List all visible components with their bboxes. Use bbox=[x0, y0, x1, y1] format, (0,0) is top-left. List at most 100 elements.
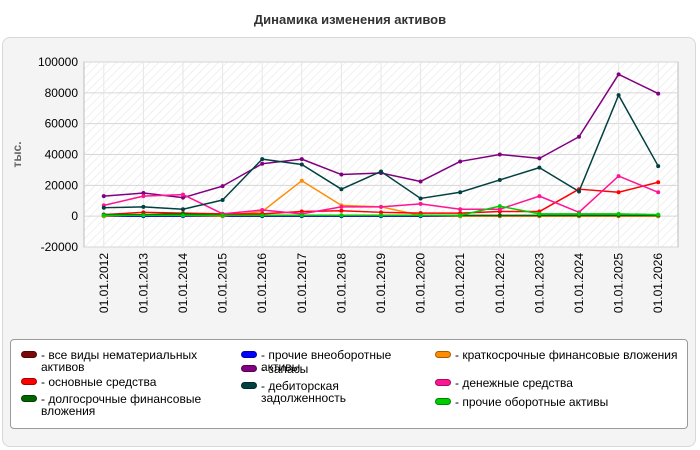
legend-swatch bbox=[435, 351, 451, 358]
data-point bbox=[497, 177, 502, 182]
legend-swatch bbox=[435, 379, 451, 386]
x-tick-label: 01.01.2019 bbox=[374, 253, 388, 313]
legend-swatch bbox=[241, 365, 257, 372]
legend-label: - запасы bbox=[261, 362, 309, 376]
data-point bbox=[339, 208, 344, 213]
data-point bbox=[260, 161, 265, 166]
data-point bbox=[577, 189, 581, 194]
x-tick-label: 01.01.2020 bbox=[414, 253, 428, 313]
data-point bbox=[339, 213, 344, 218]
data-point bbox=[656, 164, 661, 169]
legend-item: - прочие внеоборотные активы bbox=[241, 349, 426, 373]
data-point bbox=[141, 204, 146, 209]
data-point bbox=[577, 134, 581, 139]
data-point bbox=[299, 178, 304, 183]
x-tick-label: 01.01.2022 bbox=[493, 253, 507, 313]
data-point bbox=[616, 93, 621, 98]
legend-swatch bbox=[21, 378, 37, 385]
data-point bbox=[141, 191, 146, 196]
data-point bbox=[181, 207, 185, 212]
x-tick-label: 01.01.2015 bbox=[216, 253, 230, 313]
data-point bbox=[260, 213, 265, 218]
y-tick-label: 60000 bbox=[45, 117, 79, 131]
legend-item: - дебиторская задолженность bbox=[241, 380, 426, 404]
legend-label: - краткосрочные финансовые вложения bbox=[455, 348, 678, 362]
data-point bbox=[379, 213, 383, 218]
data-point bbox=[537, 194, 542, 199]
legend-label: - дебиторская задолженность bbox=[261, 379, 346, 405]
data-point bbox=[418, 179, 423, 184]
legend-item: - денежные средства bbox=[435, 377, 680, 389]
data-point bbox=[497, 152, 502, 157]
data-point bbox=[656, 91, 661, 96]
legend-swatch bbox=[241, 351, 257, 358]
data-point bbox=[458, 190, 463, 195]
legend-item: - запасы bbox=[241, 363, 426, 375]
data-point bbox=[220, 197, 225, 202]
data-point bbox=[537, 211, 542, 216]
legend-swatch bbox=[21, 395, 37, 402]
legend-item: - все виды нематериальных активов bbox=[21, 349, 226, 373]
x-tick-label: 01.01.2014 bbox=[176, 253, 190, 313]
y-tick-label: 20000 bbox=[45, 178, 79, 192]
legend-label: - прочие внеоборотные активы bbox=[261, 348, 392, 374]
x-tick-label: 01.01.2013 bbox=[136, 253, 150, 313]
data-point bbox=[418, 201, 423, 206]
legend-label: - все виды нематериальных активов bbox=[41, 348, 198, 374]
legend-item: - долгосрочные финансовые вложения bbox=[21, 393, 226, 417]
data-point bbox=[101, 194, 106, 199]
x-tick-label: 01.01.2018 bbox=[334, 253, 348, 313]
data-point bbox=[101, 205, 106, 210]
legend-item: - краткосрочные финансовые вложения bbox=[435, 349, 680, 361]
data-point bbox=[656, 212, 661, 217]
legend-swatch bbox=[435, 398, 451, 405]
legend-label: - долгосрочные финансовые вложения bbox=[41, 392, 202, 418]
x-tick-label: 01.01.2012 bbox=[97, 253, 111, 313]
data-point bbox=[339, 172, 344, 177]
chart-plot: -20000 0 20000 40000 60000 80000 100000 01.01.2… bbox=[10, 55, 679, 313]
x-tick-label: 01.01.2023 bbox=[532, 253, 546, 313]
chart-legend: - все виды нематериальных активов - прочи… bbox=[10, 339, 688, 429]
chart-title: Динамика изменения активов bbox=[253, 12, 447, 27]
y-tick-label: 80000 bbox=[45, 86, 79, 100]
data-point bbox=[656, 190, 661, 195]
data-point bbox=[379, 210, 383, 215]
x-tick-label: 01.01.2026 bbox=[651, 253, 665, 313]
data-point bbox=[616, 72, 621, 77]
legend-label: - денежные средства bbox=[455, 376, 573, 390]
x-tick-label: 01.01.2025 bbox=[612, 253, 626, 313]
data-point bbox=[418, 196, 423, 201]
data-point bbox=[220, 213, 225, 218]
x-tick-label: 01.01.2021 bbox=[453, 253, 467, 313]
y-tick-label: -20000 bbox=[41, 240, 79, 254]
legend-label: - прочие оборотные активы bbox=[455, 395, 609, 409]
data-point bbox=[141, 213, 146, 218]
data-point bbox=[339, 204, 344, 209]
data-point bbox=[141, 194, 146, 199]
data-point bbox=[220, 184, 225, 189]
data-point bbox=[379, 169, 383, 174]
data-point bbox=[260, 157, 265, 162]
legend-swatch bbox=[21, 351, 37, 358]
data-point bbox=[616, 190, 621, 195]
data-point bbox=[379, 204, 383, 209]
x-tick-label: 01.01.2017 bbox=[295, 253, 309, 313]
x-tick-label: 01.01.2024 bbox=[572, 253, 586, 313]
data-point bbox=[181, 192, 185, 197]
legend-item: - прочие оборотные активы bbox=[435, 396, 680, 408]
data-point bbox=[656, 180, 661, 185]
legend-item: - основные средства bbox=[21, 376, 226, 388]
data-point bbox=[339, 187, 344, 192]
data-point bbox=[616, 211, 621, 216]
data-point bbox=[260, 208, 265, 212]
legend-label: - основные средства bbox=[41, 375, 157, 389]
y-tick-label: 100000 bbox=[38, 55, 78, 69]
data-point bbox=[458, 213, 463, 218]
data-point bbox=[497, 207, 502, 212]
y-axis-label: тыс. bbox=[10, 141, 24, 167]
data-point bbox=[101, 213, 106, 218]
x-tick-label: 01.01.2016 bbox=[255, 253, 269, 313]
data-point bbox=[537, 156, 542, 161]
data-point bbox=[181, 195, 185, 200]
data-point bbox=[458, 207, 463, 212]
